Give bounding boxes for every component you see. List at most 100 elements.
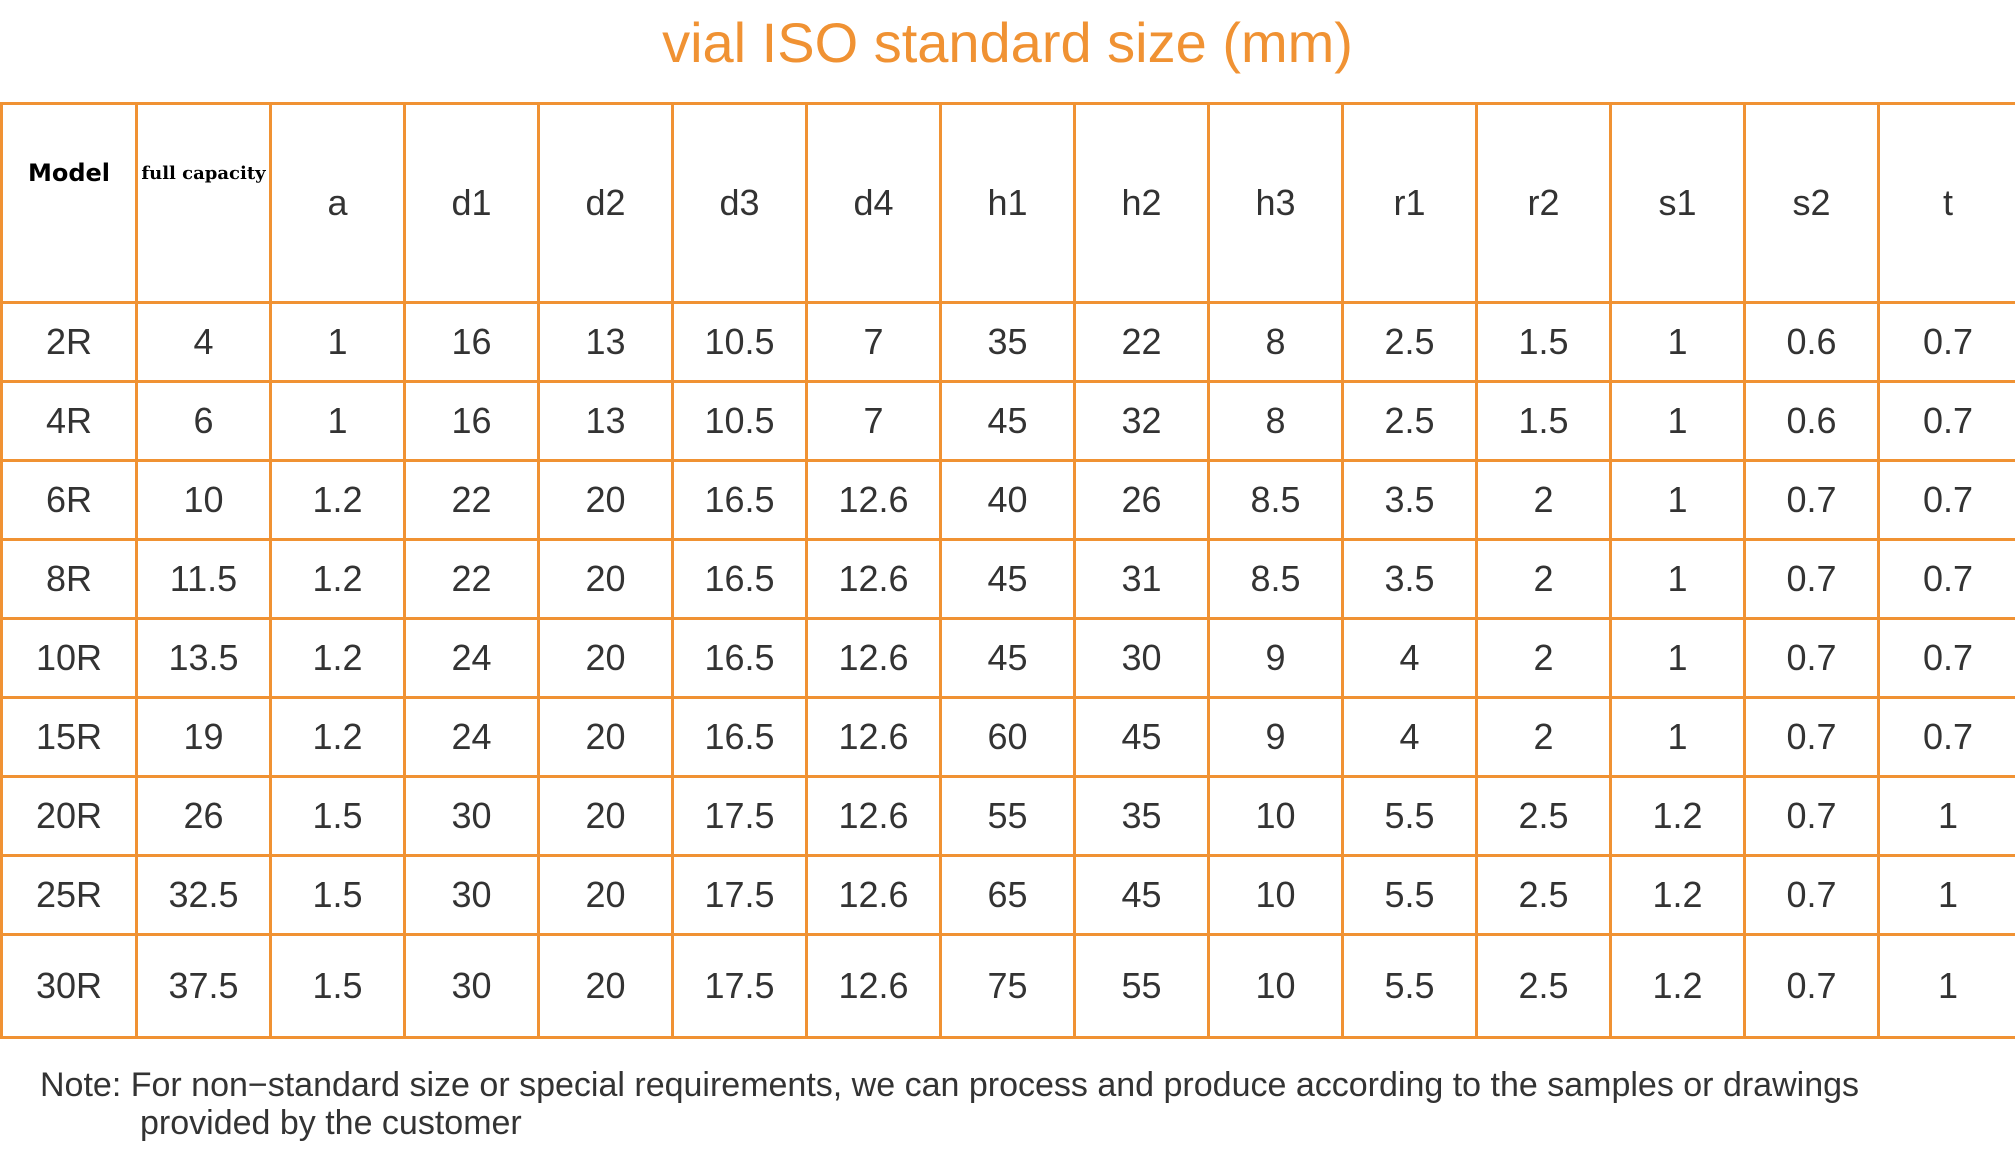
table-cell: 10 [1207,933,1344,1039]
table-cell: 60 [939,696,1076,778]
table-cell: 20 [537,538,674,620]
table-cell: 5.5 [1341,775,1478,857]
table-cell: 1.2 [1609,854,1746,936]
table-cell: 0.7 [1743,696,1880,778]
table-cell: 13 [537,301,674,383]
column-header-full-capacity: full capacity [135,102,272,304]
table-cell: 35 [1073,775,1210,857]
table-cell: 24 [403,617,540,699]
table-cell: 3.5 [1341,538,1478,620]
table-cell: 1.2 [269,459,406,541]
table-cell: 13.5 [135,617,272,699]
table-cell: 2.5 [1475,933,1612,1039]
table-cell: 20 [537,459,674,541]
table-cell: 45 [939,380,1076,462]
table-cell: 22 [403,459,540,541]
table-row: 6R 10 1.2 22 20 16.5 12.6 40 26 8.5 3.5 2 1 0.7 0.7 [0,459,2015,541]
table-cell: 1 [1609,459,1746,541]
table-cell: 4 [135,301,272,383]
table-cell: 30 [403,933,540,1039]
model-cell: 8R [0,538,138,620]
table-cell: 35 [939,301,1076,383]
table-cell: 12.6 [805,775,942,857]
column-header-d1: d1 [403,102,540,304]
table-cell: 8 [1207,380,1344,462]
column-header-s2: s2 [1743,102,1880,304]
table-cell: 1 [1609,696,1746,778]
table-cell: 5.5 [1341,933,1478,1039]
table-cell: 12.6 [805,538,942,620]
table-cell: 30 [403,854,540,936]
table-cell: 20 [537,775,674,857]
table-cell: 2.5 [1475,854,1612,936]
table-cell: 8.5 [1207,538,1344,620]
table-cell: 16 [403,380,540,462]
table-cell: 0.7 [1743,538,1880,620]
table-cell: 19 [135,696,272,778]
table-cell: 1 [1877,933,2015,1039]
table-cell: 12.6 [805,933,942,1039]
table-cell: 2.5 [1475,775,1612,857]
table-cell: 32 [1073,380,1210,462]
table-cell: 16.5 [671,617,808,699]
column-header-d4: d4 [805,102,942,304]
table-cell: 13 [537,380,674,462]
table-cell: 45 [939,538,1076,620]
table-cell: 4 [1341,696,1478,778]
table-row: 2R 4 1 16 13 10.5 7 35 22 8 2.5 1.5 1 0.6 0.7 [0,301,2015,383]
footnote: Note: For non−standard size or special r… [40,1066,2000,1142]
table-body: 2R 4 1 16 13 10.5 7 35 22 8 2.5 1.5 1 0.6 0.7 4R 6 1 16 13 1… [0,301,2015,1039]
table-cell: 10 [135,459,272,541]
page-title: vial ISO standard size (mm) [662,11,1353,74]
table-cell: 0.7 [1743,854,1880,936]
table-cell: 17.5 [671,933,808,1039]
model-cell: 4R [0,380,138,462]
model-cell: 30R [0,933,138,1039]
model-cell: 15R [0,696,138,778]
column-header-r2: r2 [1475,102,1612,304]
table-cell: 20 [537,617,674,699]
table-cell: 20 [537,854,674,936]
model-cell: 6R [0,459,138,541]
vial-size-table: Model full capacity a d1 d2 d3 d4 h1 h2 … [0,102,2015,1039]
table-row: 20R 26 1.5 30 20 17.5 12.6 55 35 10 5.5 2.5 1.2 0.7 1 [0,775,2015,857]
table-cell: 2.5 [1341,380,1478,462]
table-cell: 75 [939,933,1076,1039]
table-cell: 11.5 [135,538,272,620]
table-cell: 12.6 [805,459,942,541]
table-cell: 1.2 [1609,775,1746,857]
column-header-t: t [1877,102,2015,304]
column-header-h3: h3 [1207,102,1344,304]
table-cell: 22 [1073,301,1210,383]
table-cell: 2 [1475,459,1612,541]
table-row: 25R 32.5 1.5 30 20 17.5 12.6 65 45 10 5.5 2.5 1.2 0.7… [0,854,2015,936]
table-cell: 1 [1877,775,2015,857]
table-cell: 12.6 [805,854,942,936]
table-cell: 7 [805,380,942,462]
table-cell: 16.5 [671,538,808,620]
table-row: 8R 11.5 1.2 22 20 16.5 12.6 45 31 8.5 3.5 2 1 0.7 0.7 [0,538,2015,620]
table-cell: 1.2 [1609,933,1746,1039]
footnote-line-2: provided by the customer [140,1104,522,1142]
table-cell: 6 [135,380,272,462]
table-cell: 16.5 [671,459,808,541]
model-cell: 20R [0,775,138,857]
table-cell: 0.7 [1743,775,1880,857]
table-cell: 45 [1073,696,1210,778]
table-cell: 16 [403,301,540,383]
table-cell: 1 [1609,538,1746,620]
table-cell: 40 [939,459,1076,541]
table-cell: 8 [1207,301,1344,383]
column-header-d2: d2 [537,102,674,304]
table-cell: 1 [269,301,406,383]
table-cell: 2 [1475,617,1612,699]
table-cell: 1 [1609,380,1746,462]
table-cell: 3.5 [1341,459,1478,541]
table-cell: 55 [1073,933,1210,1039]
table-cell: 20 [537,933,674,1039]
table-cell: 31 [1073,538,1210,620]
table-cell: 8.5 [1207,459,1344,541]
table-cell: 1.5 [269,933,406,1039]
table-cell: 45 [1073,854,1210,936]
table-cell: 17.5 [671,854,808,936]
